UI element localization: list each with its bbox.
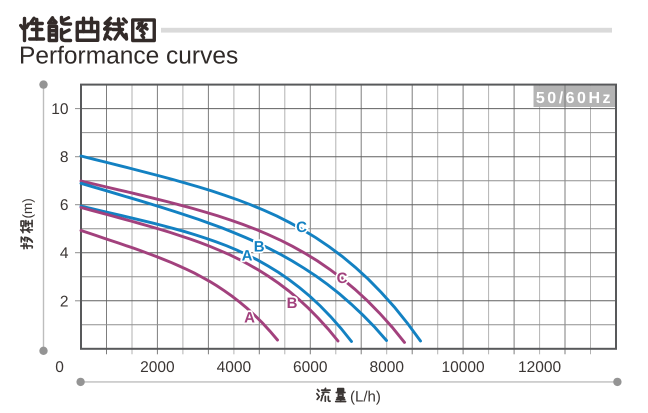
svg-text:A: A	[242, 248, 253, 265]
svg-text:8000: 8000	[369, 359, 404, 376]
svg-text:Performance curves: Performance curves	[19, 43, 238, 70]
svg-text:B: B	[254, 239, 265, 256]
svg-text:50/60Hz: 50/60Hz	[536, 90, 613, 107]
svg-text:2: 2	[60, 293, 69, 310]
svg-text:4000: 4000	[217, 359, 252, 376]
svg-text:C: C	[337, 270, 348, 287]
svg-text:10: 10	[51, 101, 69, 118]
svg-text:0: 0	[55, 359, 64, 376]
svg-text:C: C	[296, 219, 307, 236]
svg-text:A: A	[244, 309, 255, 326]
svg-text:B: B	[287, 295, 298, 312]
svg-text:12000: 12000	[518, 359, 561, 376]
svg-text:4: 4	[60, 245, 69, 262]
svg-text:2000: 2000	[140, 359, 175, 376]
svg-text:6000: 6000	[293, 359, 328, 376]
svg-text:(m): (m)	[20, 198, 35, 218]
svg-text:10000: 10000	[442, 359, 485, 376]
svg-text:6: 6	[60, 197, 69, 214]
svg-text:8: 8	[60, 149, 69, 166]
svg-text:(L/h): (L/h)	[350, 389, 381, 406]
